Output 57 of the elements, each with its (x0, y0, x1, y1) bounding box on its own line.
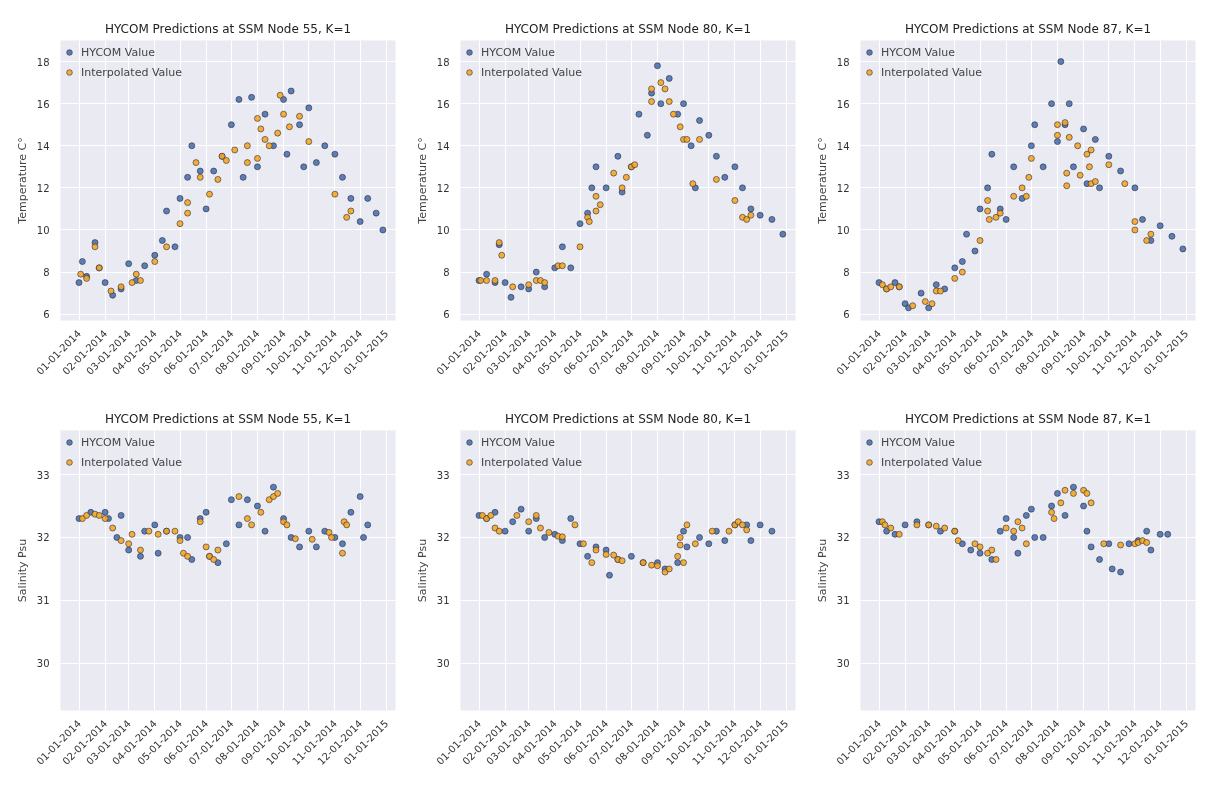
y-tick-label: 31 (836, 595, 850, 607)
chart-title: HYCOM Predictions at SSM Node 55, K=1 (104, 411, 352, 426)
legend-label: Interpolated Value (881, 455, 983, 469)
y-tick-label: 8 (43, 267, 50, 279)
y-tick-label: 8 (443, 267, 450, 279)
y-tick-label: 14 (436, 140, 450, 152)
y-tick-label: 6 (43, 309, 50, 321)
y-axis-title: Salinity Psu (815, 538, 829, 603)
legend-label: HYCOM Value (81, 45, 155, 59)
y-tick-label: 18 (836, 56, 850, 68)
y-tick-label: 6 (443, 309, 450, 321)
legend-label: Interpolated Value (81, 65, 183, 79)
legend-label: Interpolated Value (81, 455, 183, 469)
y-tick-label: 31 (36, 595, 50, 607)
legend-label: Interpolated Value (481, 65, 583, 79)
y-axis-title: Temperature C° (415, 137, 429, 225)
legend-label: HYCOM Value (881, 435, 955, 449)
chart-title: HYCOM Predictions at SSM Node 87, K=1 (904, 411, 1152, 426)
chart-title: HYCOM Predictions at SSM Node 55, K=1 (104, 21, 352, 36)
y-tick-label: 32 (436, 532, 450, 544)
y-axis-title: Salinity Psu (415, 538, 429, 603)
legend-label: HYCOM Value (481, 45, 555, 59)
y-tick-label: 14 (836, 140, 850, 152)
y-tick-label: 33 (36, 469, 50, 481)
y-tick-label: 10 (436, 224, 450, 236)
legend-label: Interpolated Value (481, 455, 583, 469)
legend-label: Interpolated Value (881, 65, 983, 79)
y-axis-title: Salinity Psu (15, 538, 29, 603)
legend-label: HYCOM Value (481, 435, 555, 449)
y-tick-label: 32 (836, 532, 850, 544)
y-tick-label: 18 (36, 56, 50, 68)
y-tick-label: 33 (836, 469, 850, 481)
y-tick-label: 31 (436, 595, 450, 607)
y-tick-label: 30 (436, 658, 450, 670)
y-tick-label: 6 (843, 309, 850, 321)
y-tick-label: 12 (36, 182, 50, 194)
y-tick-label: 33 (436, 469, 450, 481)
y-tick-label: 8 (843, 267, 850, 279)
y-tick-label: 12 (836, 182, 850, 194)
chart-title: HYCOM Predictions at SSM Node 80, K=1 (504, 21, 752, 36)
y-tick-label: 10 (836, 224, 850, 236)
legend-label: HYCOM Value (81, 435, 155, 449)
y-tick-label: 10 (36, 224, 50, 236)
y-tick-label: 18 (436, 56, 450, 68)
y-tick-label: 12 (436, 182, 450, 194)
legend-label: HYCOM Value (881, 45, 955, 59)
y-axis-title: Temperature C° (15, 137, 29, 225)
y-tick-label: 16 (36, 98, 50, 110)
y-tick-label: 30 (36, 658, 50, 670)
y-tick-label: 16 (836, 98, 850, 110)
y-tick-label: 16 (436, 98, 450, 110)
y-tick-label: 14 (36, 140, 50, 152)
chart-title: HYCOM Predictions at SSM Node 80, K=1 (504, 411, 752, 426)
chart-title: HYCOM Predictions at SSM Node 87, K=1 (904, 21, 1152, 36)
y-tick-label: 32 (36, 532, 50, 544)
y-tick-label: 30 (836, 658, 850, 670)
y-axis-title: Temperature C° (815, 137, 829, 225)
